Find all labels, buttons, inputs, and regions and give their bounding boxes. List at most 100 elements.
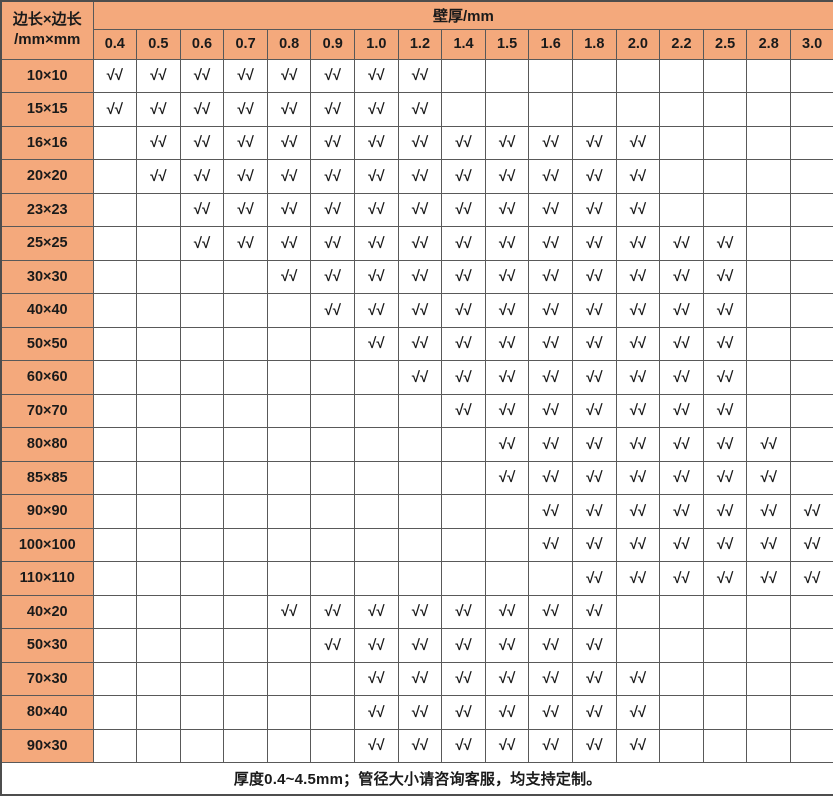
availability-cell-checked: √ xyxy=(442,260,486,294)
availability-cell-checked: √ xyxy=(747,562,791,596)
availability-cell-checked: √ xyxy=(224,59,268,93)
availability-cell-checked: √ xyxy=(703,428,747,462)
table-row: 100×100√√√√√√√ xyxy=(1,528,833,562)
availability-cell-empty xyxy=(311,461,355,495)
availability-cell-empty xyxy=(703,629,747,663)
availability-cell-checked: √ xyxy=(703,294,747,328)
availability-cell-empty xyxy=(311,729,355,763)
availability-cell-empty xyxy=(224,629,268,663)
availability-cell-empty xyxy=(224,461,268,495)
availability-cell-empty xyxy=(485,59,529,93)
availability-cell-empty xyxy=(791,193,833,227)
availability-cell-empty xyxy=(398,394,442,428)
availability-cell-checked: √ xyxy=(355,729,399,763)
table-footer: 厚度0.4~4.5mm；管径大小请咨询客服，均支持定制。 xyxy=(1,763,833,795)
availability-cell-empty xyxy=(137,361,181,395)
availability-cell-checked: √ xyxy=(573,428,617,462)
availability-cell-empty xyxy=(747,327,791,361)
availability-cell-checked: √ xyxy=(398,160,442,194)
availability-cell-empty xyxy=(660,729,704,763)
availability-cell-empty xyxy=(180,662,224,696)
availability-cell-checked: √ xyxy=(398,361,442,395)
column-header-0-8: 0.8 xyxy=(267,29,311,59)
availability-cell-empty xyxy=(616,629,660,663)
availability-cell-empty xyxy=(660,595,704,629)
availability-cell-empty xyxy=(747,394,791,428)
table-body: 10×10√√√√√√√√15×15√√√√√√√√16×16√√√√√√√√√… xyxy=(1,59,833,763)
header-row-title: 边长×边长 /mm×mm 壁厚/mm xyxy=(1,1,833,29)
availability-cell-checked: √ xyxy=(703,461,747,495)
availability-cell-checked: √ xyxy=(573,629,617,663)
availability-cell-checked: √ xyxy=(398,59,442,93)
availability-cell-checked: √ xyxy=(529,528,573,562)
availability-cell-checked: √ xyxy=(529,126,573,160)
row-label-size: 80×80 xyxy=(1,428,93,462)
availability-cell-empty xyxy=(180,394,224,428)
availability-cell-checked: √ xyxy=(355,327,399,361)
row-label-size: 90×30 xyxy=(1,729,93,763)
availability-cell-checked: √ xyxy=(137,160,181,194)
availability-cell-empty xyxy=(355,428,399,462)
corner-header-cell: 边长×边长 /mm×mm xyxy=(1,1,93,59)
availability-cell-checked: √ xyxy=(180,160,224,194)
row-label-size: 85×85 xyxy=(1,461,93,495)
availability-cell-checked: √ xyxy=(747,528,791,562)
availability-cell-checked: √ xyxy=(529,495,573,529)
availability-cell-checked: √ xyxy=(529,327,573,361)
table-row: 10×10√√√√√√√√ xyxy=(1,59,833,93)
availability-cell-empty xyxy=(747,595,791,629)
footer-row: 厚度0.4~4.5mm；管径大小请咨询客服，均支持定制。 xyxy=(1,763,833,795)
availability-cell-checked: √ xyxy=(703,260,747,294)
availability-cell-empty xyxy=(137,662,181,696)
availability-cell-checked: √ xyxy=(573,595,617,629)
availability-cell-checked: √ xyxy=(485,260,529,294)
availability-cell-empty xyxy=(791,294,833,328)
availability-cell-checked: √ xyxy=(485,126,529,160)
availability-cell-checked: √ xyxy=(573,327,617,361)
availability-cell-checked: √ xyxy=(485,629,529,663)
availability-cell-empty xyxy=(137,528,181,562)
availability-cell-empty xyxy=(180,260,224,294)
availability-cell-checked: √ xyxy=(267,160,311,194)
availability-cell-checked: √ xyxy=(311,595,355,629)
availability-cell-empty xyxy=(791,629,833,663)
availability-cell-checked: √ xyxy=(355,59,399,93)
availability-cell-empty xyxy=(180,696,224,730)
availability-cell-empty xyxy=(93,227,137,261)
availability-cell-checked: √ xyxy=(660,528,704,562)
availability-cell-checked: √ xyxy=(311,93,355,127)
availability-cell-checked: √ xyxy=(442,327,486,361)
availability-cell-empty xyxy=(137,461,181,495)
availability-cell-checked: √ xyxy=(616,260,660,294)
availability-cell-empty xyxy=(442,562,486,596)
availability-cell-checked: √ xyxy=(311,260,355,294)
table-row: 30×30√√√√√√√√√√√ xyxy=(1,260,833,294)
availability-cell-checked: √ xyxy=(529,227,573,261)
availability-cell-empty xyxy=(137,562,181,596)
availability-cell-checked: √ xyxy=(485,428,529,462)
availability-cell-empty xyxy=(180,294,224,328)
availability-cell-empty xyxy=(355,361,399,395)
availability-cell-checked: √ xyxy=(224,93,268,127)
row-label-size: 100×100 xyxy=(1,528,93,562)
availability-cell-empty xyxy=(180,562,224,596)
availability-cell-empty xyxy=(660,629,704,663)
availability-cell-empty xyxy=(137,629,181,663)
availability-cell-checked: √ xyxy=(355,260,399,294)
availability-cell-empty xyxy=(355,461,399,495)
availability-cell-empty xyxy=(180,428,224,462)
availability-cell-checked: √ xyxy=(616,294,660,328)
availability-cell-checked: √ xyxy=(311,294,355,328)
availability-cell-checked: √ xyxy=(398,126,442,160)
column-header-2-0: 2.0 xyxy=(616,29,660,59)
corner-label-line2: /mm×mm xyxy=(2,30,93,50)
row-label-size: 30×30 xyxy=(1,260,93,294)
availability-cell-empty xyxy=(703,193,747,227)
availability-cell-empty xyxy=(224,361,268,395)
availability-cell-empty xyxy=(398,428,442,462)
availability-cell-empty xyxy=(137,227,181,261)
availability-cell-checked: √ xyxy=(660,327,704,361)
availability-cell-checked: √ xyxy=(660,495,704,529)
availability-cell-checked: √ xyxy=(485,729,529,763)
